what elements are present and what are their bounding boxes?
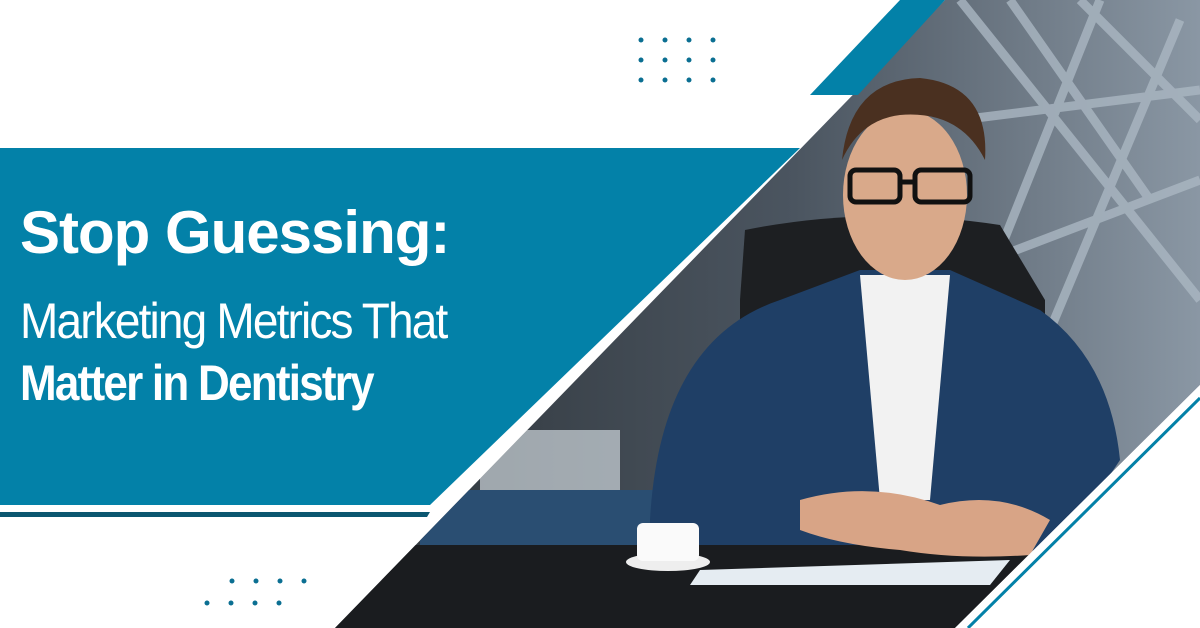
dot-grid-top (638, 37, 716, 83)
hands (800, 491, 1050, 557)
face (843, 110, 967, 280)
top-corner-stripe (810, 0, 945, 95)
hair (842, 78, 986, 160)
teal-band (0, 148, 800, 505)
dot-grid-bottom (204, 578, 307, 606)
headline-line-3: Matter in Dentistry (20, 355, 375, 411)
glasses (847, 167, 973, 205)
papers (690, 560, 1010, 585)
corner-accent-line (966, 396, 1200, 628)
coffee-cup (637, 523, 699, 561)
lattice-wall (956, 0, 1200, 332)
shirt (860, 275, 950, 500)
headline-line-2: Marketing Metrics That (20, 293, 448, 349)
white-divider (0, 505, 434, 512)
dark-divider (0, 512, 430, 517)
headline-line-1: Stop Guessing: (20, 199, 450, 266)
bottom-right-corner (955, 385, 1200, 628)
